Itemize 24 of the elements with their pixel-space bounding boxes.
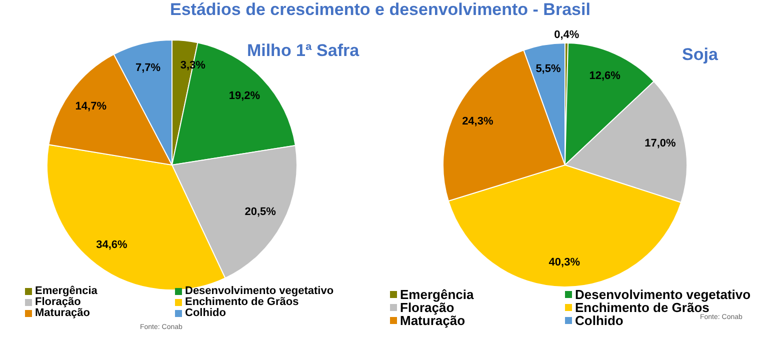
legend-label: Maturação [35, 307, 90, 319]
data-label: 34,6% [96, 238, 128, 251]
data-label: 3,3% [180, 60, 206, 72]
data-label: 17,0% [644, 138, 676, 150]
text: Estádios de crescimento e desenvolvimento - Brasil [170, 0, 590, 20]
data-label: 40,3% [548, 256, 580, 269]
legend-label: Emergência [35, 285, 98, 297]
data-label: 0,4% [554, 29, 580, 42]
data-label: 7,7% [136, 62, 161, 74]
data-label: 24,3% [462, 115, 494, 128]
legend-label: Colhido [185, 307, 226, 319]
legend-label: Colhido [575, 313, 624, 328]
legend-label: Emergência [400, 287, 474, 302]
data-label: 12,6% [589, 70, 621, 82]
chart-subtitle: Milho 1ª Safra [246, 40, 360, 62]
data-label: 20,5% [244, 206, 276, 218]
data-label: 14,7% [75, 100, 107, 112]
legend-label: Desenvolvimento vegetativo [575, 287, 751, 302]
text: Soja [681, 44, 719, 66]
data-label: 19,2% [228, 90, 260, 102]
data-label: 5,5% [536, 62, 561, 75]
legend-label: Floração [35, 296, 81, 308]
legend-label: Desenvolvimento vegetativo [185, 285, 334, 297]
legend-label: Enchimento de Grãos [185, 296, 299, 308]
